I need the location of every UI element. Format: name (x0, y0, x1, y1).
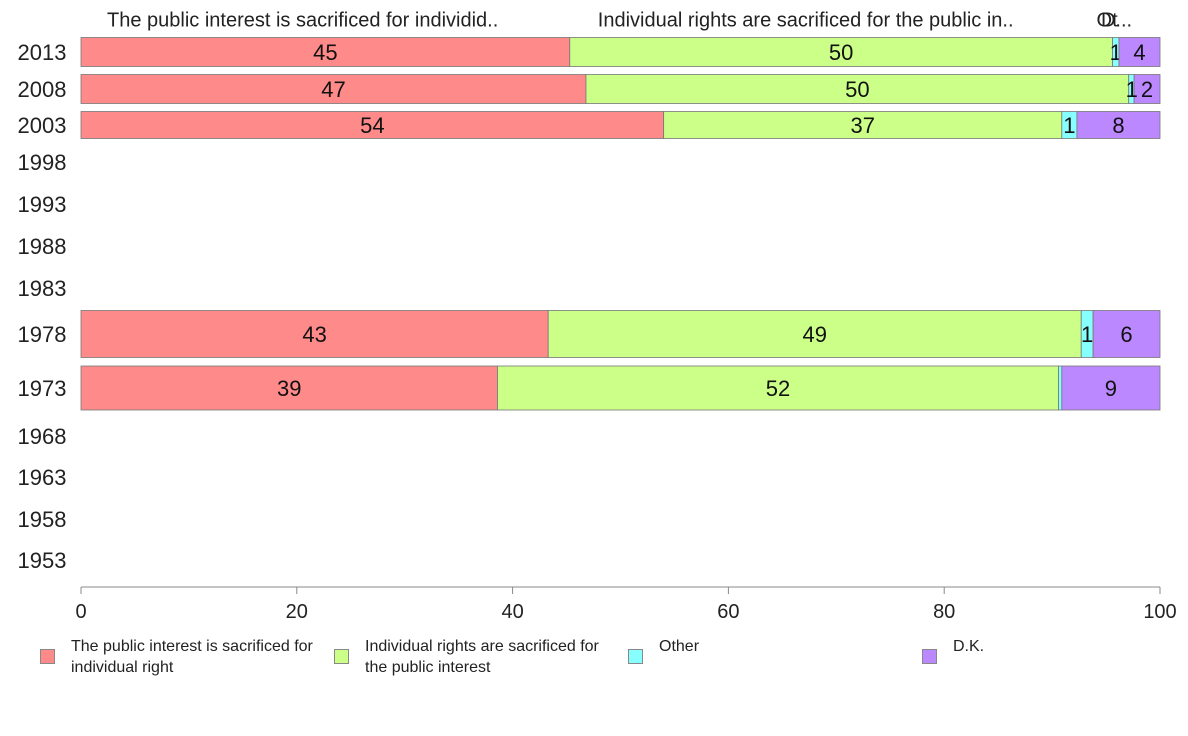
data-label-extra: 1 (1126, 77, 1138, 102)
x-tick-label: 40 (501, 601, 523, 623)
category-label: 1998 (18, 150, 67, 175)
data-label: 54 (360, 113, 384, 138)
legend-label-individual-rights: Individual rights are sacrificed for the… (365, 638, 599, 676)
bar-segment (1118, 37, 1161, 67)
data-label: 39 (277, 376, 301, 401)
legend-item-dk: D.K. (922, 636, 1188, 664)
category-label: 1968 (18, 424, 67, 449)
legend-swatch-dk (922, 649, 937, 664)
x-tick-label: 0 (75, 601, 86, 623)
legend-swatch-public-interest (40, 649, 55, 664)
bar-segment (547, 310, 1082, 358)
category-label: 1978 (18, 322, 67, 347)
data-label: 6 (1120, 322, 1132, 347)
data-label: 43 (302, 322, 326, 347)
data-label: 1 (1081, 322, 1093, 347)
data-label: 8 (1112, 113, 1124, 138)
series-header-2: Ot (1097, 10, 1119, 32)
data-label: 47 (321, 77, 345, 102)
bar-segment (80, 74, 587, 104)
x-tick-label: 100 (1143, 601, 1176, 623)
category-label: 1963 (18, 465, 67, 490)
bar-segment (80, 365, 498, 411)
legend-item-public-interest: The public interest is sacrificed for in… (40, 636, 321, 678)
data-label: 1 (1063, 113, 1075, 138)
category-label: 1958 (18, 507, 67, 532)
bar-segment (569, 37, 1113, 67)
bar-segment (80, 111, 665, 139)
bar-segment (1061, 365, 1161, 411)
series-header-0: The public interest is sacrificed for in… (107, 10, 498, 32)
legend-label-dk: D.K. (953, 638, 985, 655)
legend-swatch-individual-rights (334, 649, 349, 664)
category-label: 2003 (18, 113, 67, 138)
legend-label-public-interest: The public interest is sacrificed for in… (71, 638, 313, 676)
data-label: 45 (313, 40, 337, 65)
data-label: 50 (845, 77, 869, 102)
data-label: 49 (802, 322, 826, 347)
data-label: 37 (850, 113, 874, 138)
data-label: 52 (766, 376, 790, 401)
bar-segment (663, 111, 1063, 139)
legend-item-other: Other (628, 636, 909, 664)
legend-item-individual-rights: Individual rights are sacrificed for the… (334, 636, 615, 678)
data-label: 4 (1133, 40, 1145, 65)
legend-swatch-other (628, 649, 643, 664)
bar-segment (497, 365, 1059, 411)
category-label: 1983 (18, 276, 67, 301)
x-tick-label: 20 (286, 601, 308, 623)
legend: The public interest is sacrificed for in… (40, 636, 1180, 686)
category-label: 1993 (18, 192, 67, 217)
series-header-3: D... (1101, 10, 1132, 32)
category-label: 2013 (18, 40, 67, 65)
bar-segment (585, 74, 1130, 104)
bar-segment (1058, 365, 1063, 411)
bar-segment (1076, 111, 1161, 139)
data-label: 50 (829, 40, 853, 65)
x-tick-label: 60 (717, 601, 739, 623)
bar-segment (80, 310, 549, 358)
data-label: 2 (1141, 77, 1153, 102)
legend-label-other: Other (659, 638, 700, 655)
data-label: 9 (1105, 376, 1117, 401)
bar-segment (1133, 74, 1161, 104)
series-header-1: Individual rights are sacrificed for the… (598, 10, 1014, 32)
bar-segment (1092, 310, 1161, 358)
category-label: 2008 (18, 77, 67, 102)
category-label: 1953 (18, 548, 67, 573)
category-label: 1988 (18, 234, 67, 259)
x-tick-label: 80 (933, 601, 955, 623)
category-label: 1973 (18, 376, 67, 401)
